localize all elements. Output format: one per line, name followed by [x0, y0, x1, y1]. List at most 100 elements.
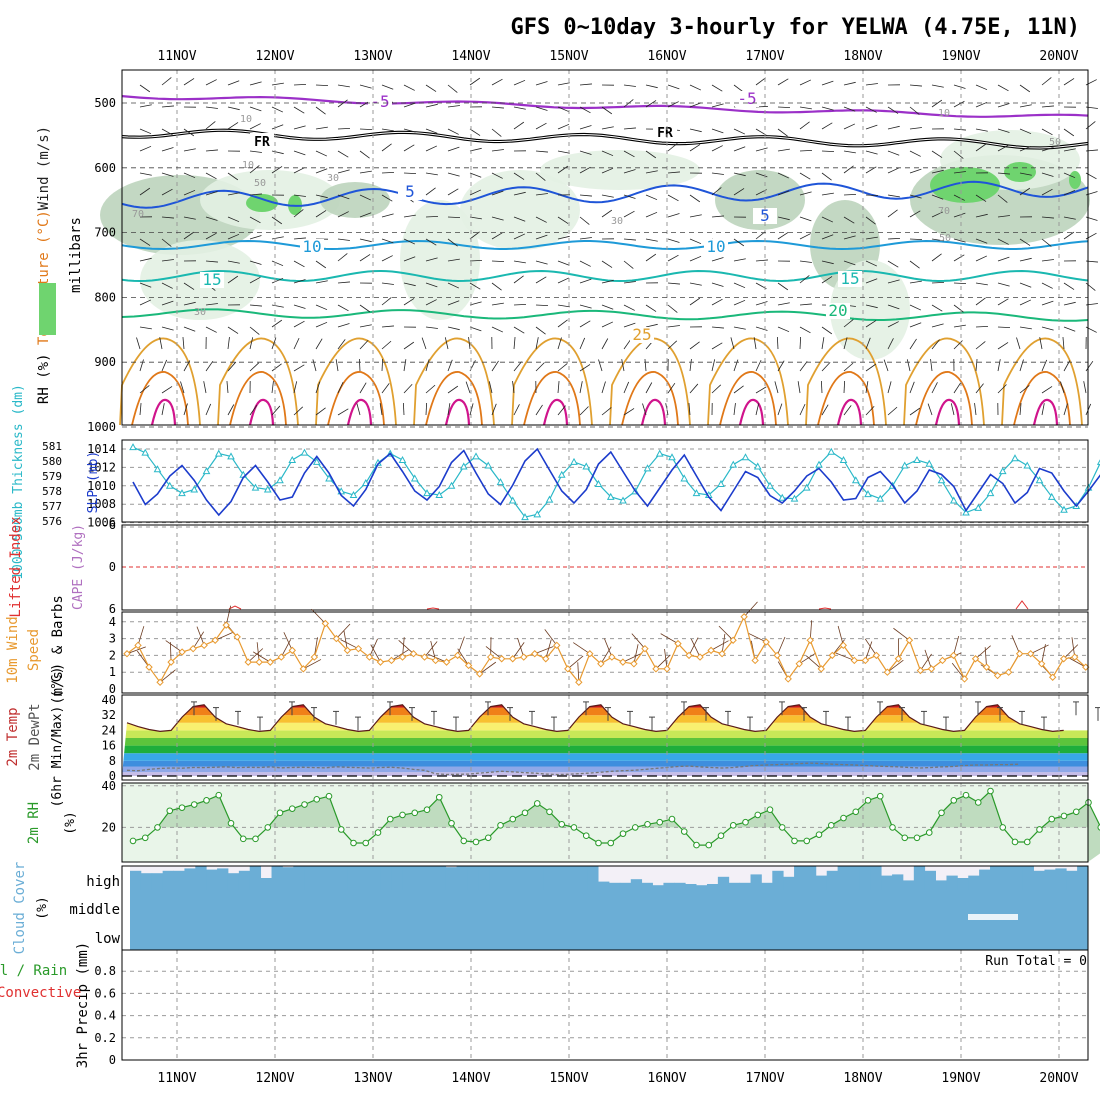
wind-barb — [139, 128, 152, 135]
high-cloud-bar — [652, 885, 664, 890]
rh-marker — [827, 822, 835, 829]
surface-wind-barb — [280, 639, 292, 658]
rh-marker — [166, 807, 174, 815]
li-tick-label: 6 — [109, 602, 116, 616]
rh-marker — [374, 829, 382, 836]
ylabel-cloud-percent: (%) — [35, 896, 50, 919]
ylabel-part — [36, 345, 52, 353]
wind-speed-marker — [277, 653, 285, 661]
high-cloud-bar — [358, 866, 370, 890]
rh-marker — [386, 815, 394, 823]
wind-barb — [226, 381, 229, 394]
ylabel-rh-temp-wind: RH (%) Temperature (°C)Wind (m/s) — [36, 126, 52, 404]
wind-barb — [535, 150, 548, 153]
wind-barb — [799, 275, 810, 284]
temperature-contour-label: 25 — [632, 325, 651, 344]
wind-barb — [513, 233, 526, 240]
rh-marker — [411, 809, 419, 817]
wind-barb — [425, 359, 430, 372]
wind-barb — [491, 128, 502, 137]
slp-marker — [839, 455, 848, 464]
wind-barb — [909, 168, 922, 174]
wind-barb — [974, 403, 977, 416]
wind-barb — [843, 405, 852, 416]
wind-barb — [755, 259, 768, 262]
wind-speed-marker — [564, 665, 572, 673]
surface-wind-barb — [424, 641, 438, 658]
wind-barb — [623, 304, 635, 311]
wind-speed-marker — [685, 651, 693, 660]
wind-barb — [997, 298, 1009, 306]
wind-speed-marker — [872, 651, 881, 660]
wind-barb — [203, 381, 207, 394]
rh-marker — [1036, 826, 1043, 833]
wind-barb — [623, 210, 635, 218]
rh-marker — [962, 791, 970, 799]
rh-marker — [999, 824, 1007, 831]
isotherm-35-loop — [640, 398, 667, 426]
wind-speed-marker — [960, 675, 969, 683]
wind-barb — [139, 282, 152, 288]
surface-wind-barb — [479, 661, 497, 675]
pressure-tick-label: 500 — [94, 96, 116, 110]
wind-barb — [927, 403, 933, 416]
wind-barb — [887, 194, 900, 198]
wind-barb — [513, 361, 522, 372]
wind-speed-marker — [553, 641, 561, 650]
slp-marker — [937, 476, 946, 484]
wind-barb — [821, 172, 832, 181]
rh-marker — [460, 837, 468, 845]
wind-barb — [447, 385, 459, 394]
wind-barb — [1085, 121, 1096, 130]
rh-marker — [631, 824, 639, 831]
wind-barb — [139, 326, 152, 330]
rh-shading — [540, 150, 700, 190]
wind-barb — [953, 194, 965, 201]
wind-barb — [799, 79, 812, 86]
high-cloud-bar — [587, 866, 599, 890]
wind-barb — [358, 358, 361, 372]
wind-barb — [931, 253, 942, 262]
wind-barb — [776, 336, 779, 350]
slp-marker — [288, 455, 297, 464]
wind-barb — [953, 382, 961, 394]
wind-barb — [447, 216, 461, 219]
isotherm-20 — [121, 308, 1089, 322]
wind-barb — [161, 188, 173, 196]
cape-spike — [1015, 600, 1029, 610]
wind-speed-marker — [453, 651, 462, 660]
wind-barb — [909, 304, 922, 311]
wind-barb — [909, 381, 915, 394]
wind-tick-label: 2 — [109, 648, 116, 662]
high-cloud-bar — [423, 866, 436, 890]
slp-marker — [998, 467, 1007, 475]
rh-marker — [619, 830, 627, 837]
slp-marker — [1011, 454, 1019, 462]
wind-barb — [1063, 326, 1076, 332]
wind-barb — [843, 216, 855, 224]
wind-barb — [865, 337, 871, 350]
high-cloud-bar — [663, 882, 675, 890]
wind-barb — [425, 172, 438, 176]
wind-barb — [293, 150, 306, 156]
wind-barb — [997, 256, 1010, 262]
wind-speed-marker — [839, 641, 848, 650]
isotherm-30-loop — [131, 371, 189, 426]
wind-barb — [293, 106, 305, 114]
rh-marker — [252, 835, 259, 843]
wind-barb — [711, 128, 724, 134]
wind-barb — [161, 216, 174, 219]
isotherm-25-loop — [511, 337, 593, 426]
wind-barb — [403, 383, 413, 394]
slp-marker — [913, 455, 921, 464]
wind-barb — [161, 403, 165, 416]
date-label-bottom: 16NOV — [647, 1071, 686, 1086]
slp-marker — [680, 474, 689, 482]
isotherm-30-loop — [425, 371, 483, 426]
stability-frame — [121, 524, 1089, 611]
high-cloud-bar — [859, 866, 871, 890]
wind-barb — [271, 405, 281, 416]
wind-barb — [513, 275, 524, 284]
wind-barb — [711, 298, 723, 306]
slp-marker — [141, 448, 150, 456]
